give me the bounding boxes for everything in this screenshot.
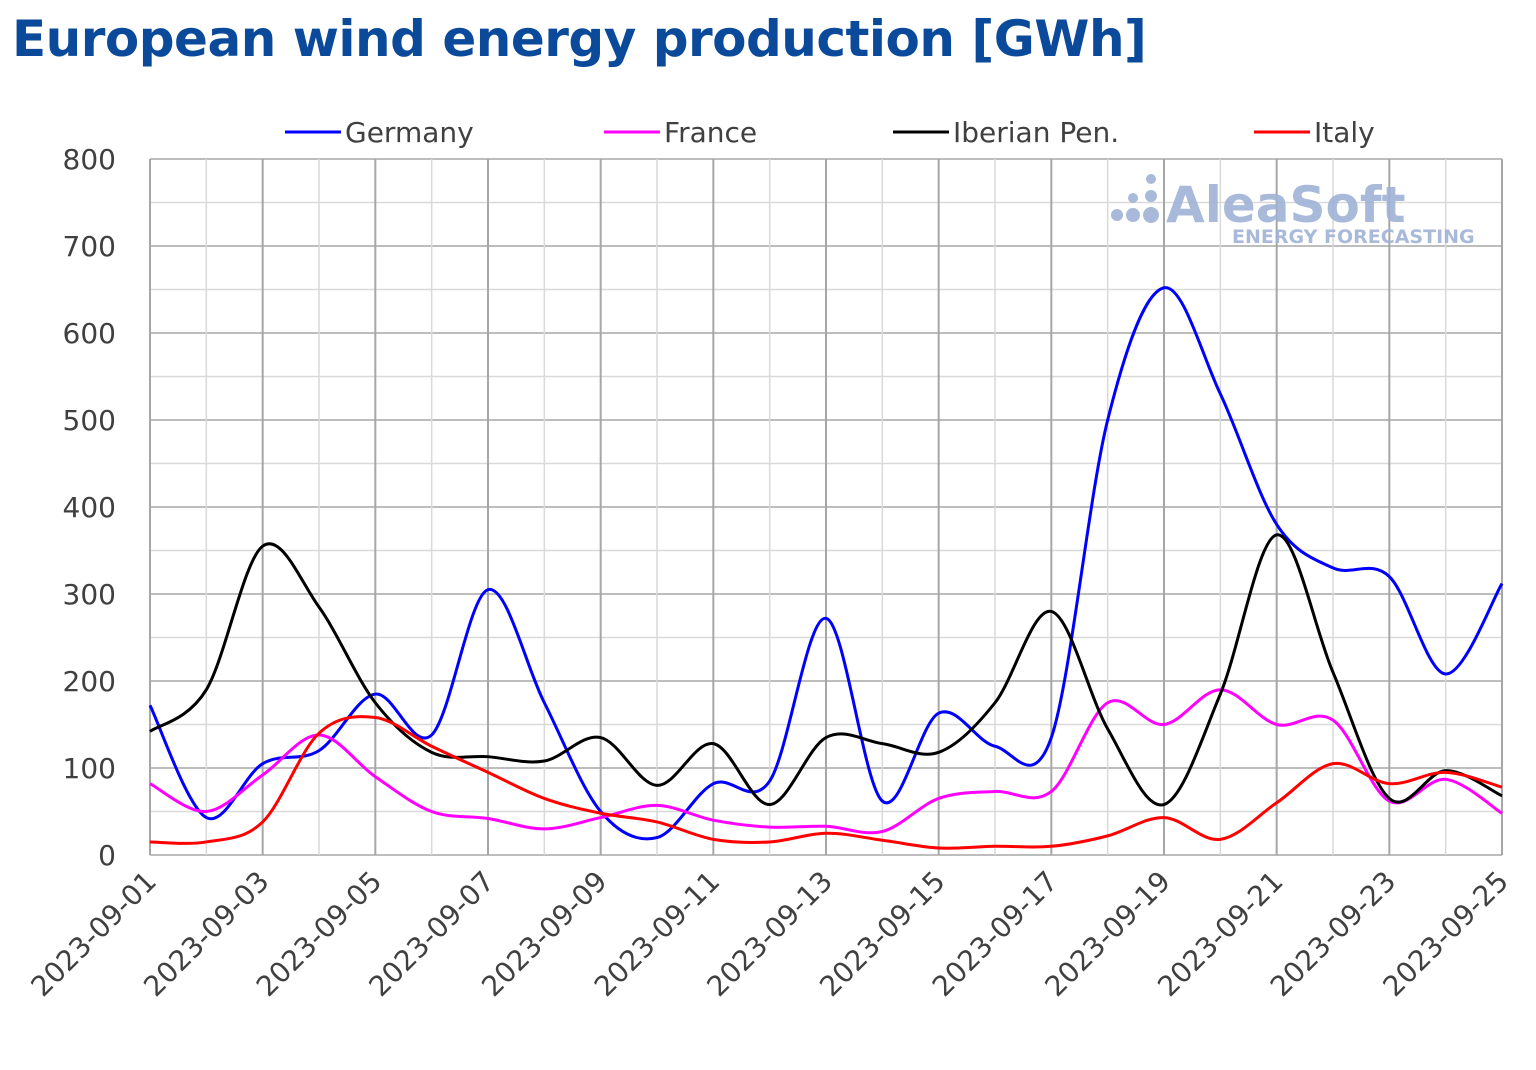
x-axis-labels: 2023-09-012023-09-032023-09-052023-09-07… (25, 865, 1515, 1003)
legend-item[interactable]: Germany (285, 116, 474, 149)
y-tick-label: 800 (63, 143, 116, 176)
series-line-france (149, 688, 1503, 835)
y-axis-labels: 0 100 200 300 400 500 600 700 800 (63, 143, 116, 872)
legend-label: France (664, 116, 757, 149)
y-tick-label: 100 (63, 752, 116, 785)
legend: Germany France Iberian Pen. Italy (285, 116, 1375, 149)
y-tick-label: 600 (63, 317, 116, 350)
grid (149, 158, 1503, 856)
legend-item[interactable]: Italy (1254, 116, 1375, 149)
series-lines (148, 286, 1504, 850)
logo-tagline-text: ENERGY FORECASTING (1232, 226, 1475, 248)
legend-label: Italy (1314, 116, 1375, 149)
logo-brand-text: AleaSoft (1166, 176, 1406, 234)
y-tick-label: 400 (63, 491, 116, 524)
legend-item[interactable]: Iberian Pen. (893, 116, 1119, 149)
series-line-germany (148, 286, 1504, 841)
y-tick-label: 0 (98, 839, 116, 872)
watermark-logo: AleaSoft ENERGY FORECASTING (1111, 174, 1475, 248)
y-tick-label: 500 (63, 404, 116, 437)
y-tick-label: 200 (63, 665, 116, 698)
y-tick-label: 700 (63, 230, 116, 263)
chart-title: European wind energy production [GWh] (12, 10, 1147, 68)
series-line-iberian-pen- (149, 533, 1503, 807)
y-tick-label: 300 (63, 578, 116, 611)
series-line-italy (149, 715, 1503, 850)
legend-label: Germany (345, 116, 474, 149)
logo-dots-icon (1111, 174, 1159, 223)
legend-item[interactable]: France (604, 116, 757, 149)
legend-label: Iberian Pen. (953, 116, 1119, 149)
